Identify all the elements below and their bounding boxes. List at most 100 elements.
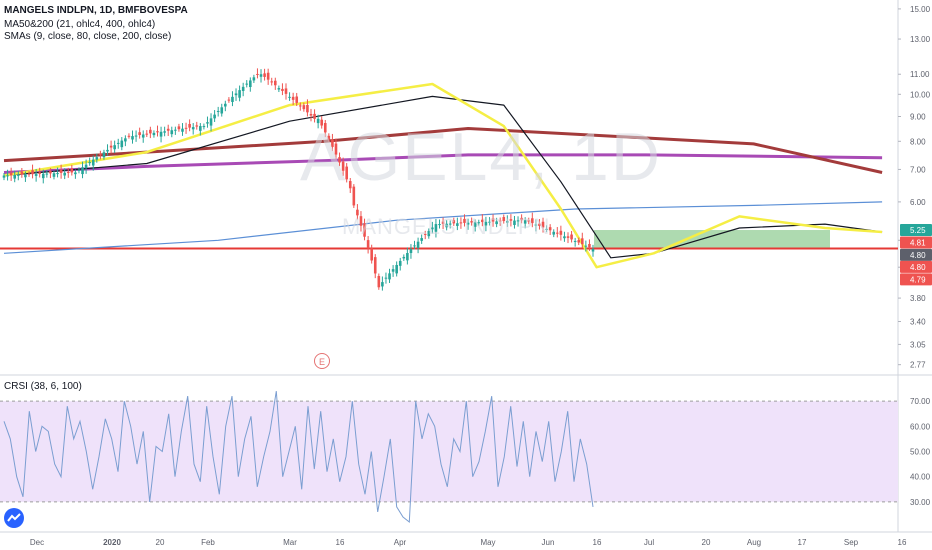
candle-body: [409, 249, 413, 254]
candle-body: [13, 175, 17, 179]
candle-body: [413, 245, 416, 247]
candle-body: [195, 125, 199, 127]
candle-body: [556, 232, 559, 234]
price-tick-label: 15.00: [910, 5, 931, 14]
crsi-line: [3, 391, 594, 523]
tradingview-logo-icon[interactable]: [4, 508, 24, 528]
candle-body: [481, 219, 484, 223]
candle-body: [513, 220, 516, 225]
time-tick-label: May: [480, 538, 495, 547]
candle-body: [334, 143, 338, 155]
price-tick-label: 8.00: [910, 137, 926, 146]
price-tick-label: 9.00: [910, 112, 926, 121]
candle-body: [145, 133, 149, 135]
candle-body: [174, 129, 177, 131]
candle-body: [277, 88, 281, 90]
candle-body: [509, 219, 513, 221]
price-label-text: 5.25: [910, 226, 926, 235]
candle-body: [491, 218, 495, 222]
candle-body: [388, 273, 391, 280]
time-tick-label: 2020: [103, 538, 121, 547]
candle-body: [281, 88, 284, 91]
time-tick-label: Sep: [844, 538, 859, 547]
candle-body: [99, 153, 102, 155]
candle-body: [66, 171, 70, 173]
time-tick-label: 16: [593, 538, 602, 547]
candle-body: [523, 220, 527, 224]
candle-body: [231, 96, 234, 102]
candle-body: [423, 233, 427, 235]
candle-body: [156, 131, 159, 133]
ma400-line: [3, 201, 883, 254]
indicator-sma-legend[interactable]: SMAs (9, close, 80, close, 200, close): [4, 31, 172, 42]
candle-body: [45, 173, 49, 175]
candle-body: [348, 181, 352, 189]
candle-body: [352, 186, 356, 206]
candle-body: [16, 174, 20, 176]
candle-body: [238, 90, 241, 98]
candle-body: [306, 104, 309, 113]
candle-body: [470, 221, 473, 223]
candle-body: [249, 80, 252, 88]
candle-body: [24, 174, 27, 178]
price-label-badge: [900, 248, 932, 261]
candle-body: [420, 238, 423, 241]
candle-body: [327, 135, 331, 140]
price-label-text: 4.80: [910, 251, 926, 260]
watermark-name: MANGELS INDLPN: [342, 214, 551, 239]
price-tick-label: 2.77: [910, 361, 926, 370]
candle-body: [199, 126, 202, 131]
watermark-symbol: AGEL4, 1D: [300, 119, 662, 195]
candle-body: [370, 248, 373, 261]
candle-body: [170, 130, 174, 135]
candle-body: [213, 114, 216, 119]
price-label-text: 4.80: [910, 263, 926, 272]
candle-body: [373, 257, 377, 274]
candle-body: [431, 227, 434, 230]
earnings-event-icon[interactable]: E: [314, 353, 330, 369]
candle-body: [495, 221, 498, 225]
candle-body: [381, 282, 384, 287]
candle-body: [256, 73, 259, 75]
candle-body: [434, 224, 438, 232]
price-label-badge: [900, 273, 932, 286]
crsi-tick-label: 70.00: [910, 397, 931, 406]
crsi-legend[interactable]: CRSI (38, 6, 100): [4, 381, 82, 392]
candle-body: [398, 260, 402, 266]
candle-body: [366, 240, 370, 249]
candle-body: [584, 245, 588, 247]
candle-body: [163, 131, 166, 133]
candle-body: [9, 172, 13, 176]
candle-body: [520, 217, 523, 221]
price-tick-label: 3.05: [910, 340, 926, 349]
price-tick-label: 3.40: [910, 318, 926, 327]
candle-body: [20, 171, 24, 175]
candle-body: [127, 135, 131, 137]
candle-body: [477, 222, 481, 224]
candle-body: [177, 126, 181, 130]
candle-body: [588, 243, 591, 248]
price-tick-label: 6.00: [910, 198, 926, 207]
crsi-tick-label: 30.00: [910, 498, 931, 507]
candle-body: [548, 227, 552, 231]
candle-body: [220, 107, 224, 114]
candle-body: [273, 80, 277, 86]
candle-body: [31, 170, 34, 175]
candle-body: [531, 218, 534, 224]
candle-body: [384, 277, 388, 279]
candle-body: [498, 220, 502, 222]
price-tick-label: 11.00: [910, 70, 930, 79]
time-tick-label: Jul: [644, 538, 654, 547]
candle-body: [538, 223, 541, 226]
symbol-title[interactable]: MANGELS INDLPN, 1D, BMFBOVESPA: [4, 5, 188, 16]
crsi-tick-label: 40.00: [910, 473, 931, 482]
candle-body: [341, 161, 345, 171]
candle-body: [134, 135, 138, 137]
candle-body: [580, 238, 584, 245]
indicator-ma-legend[interactable]: MA50&200 (21, ohlc4, 400, ohlc4): [4, 19, 156, 30]
price-tick-label: 7.00: [910, 165, 926, 174]
candle-body: [141, 134, 145, 138]
time-tick-label: 16: [898, 538, 907, 547]
candle-body: [356, 209, 359, 216]
